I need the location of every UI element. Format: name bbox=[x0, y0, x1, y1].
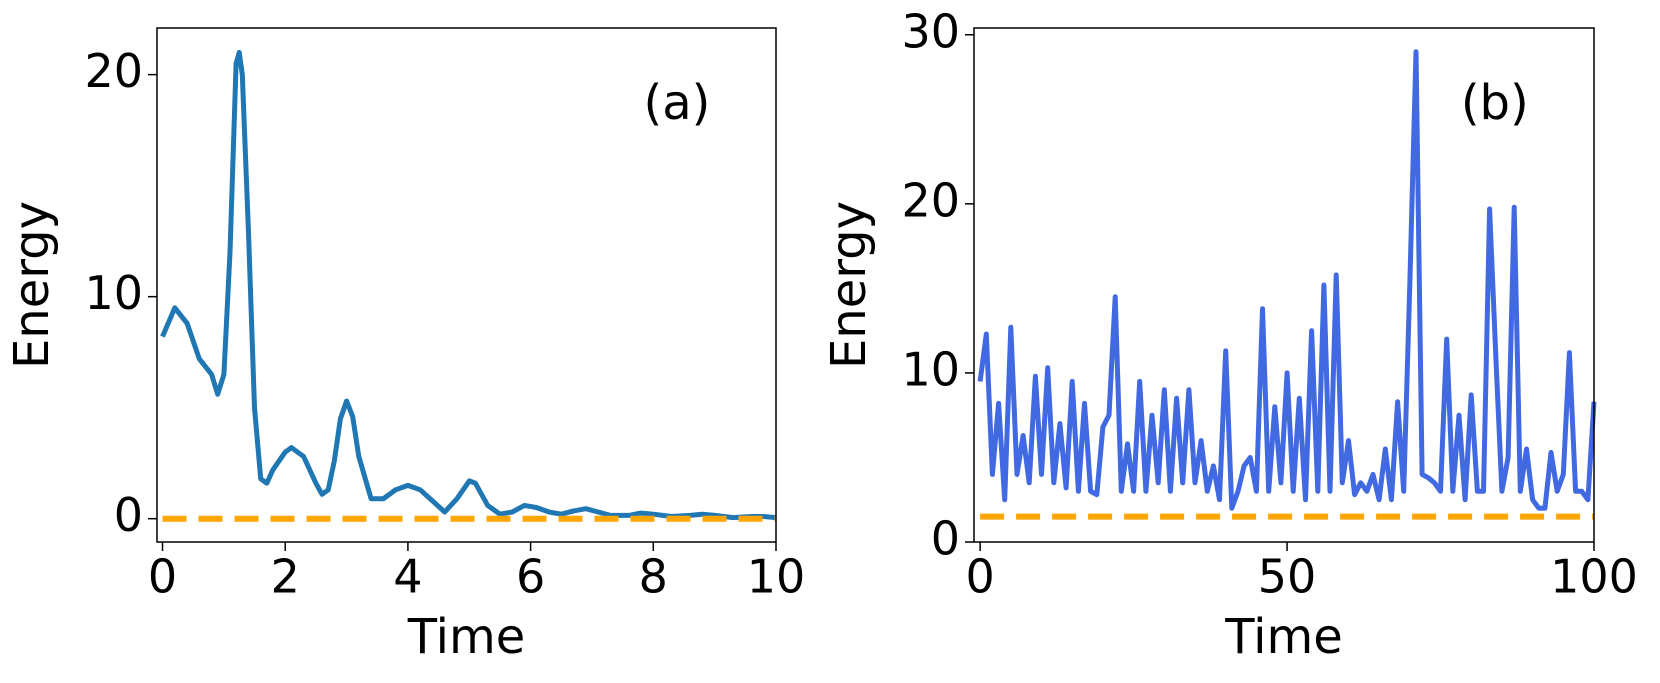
y-tick-label: 0 bbox=[931, 512, 960, 566]
x-tick-label: 100 bbox=[1550, 550, 1638, 604]
x-axis-label: Time bbox=[407, 609, 525, 665]
data-line bbox=[977, 49, 1597, 511]
y-tick-label: 10 bbox=[901, 342, 960, 396]
x-tick-label: 8 bbox=[639, 550, 668, 604]
x-tick-label: 4 bbox=[393, 550, 422, 604]
x-axis-label: Time bbox=[1224, 609, 1342, 665]
y-tick-label: 0 bbox=[114, 488, 143, 542]
panel-annotation: (a) bbox=[644, 75, 711, 131]
plot-frame bbox=[156, 27, 777, 543]
x-tick-label: 10 bbox=[747, 550, 806, 604]
x-tick-label: 50 bbox=[1258, 550, 1317, 604]
panel-annotation: (b) bbox=[1461, 75, 1529, 131]
y-axis-label: Energy bbox=[4, 201, 60, 369]
y-tick-label: 20 bbox=[84, 44, 143, 98]
y-tick-label: 30 bbox=[901, 4, 960, 58]
data-line bbox=[160, 49, 777, 521]
x-tick-label: 0 bbox=[148, 550, 177, 604]
plot-frame bbox=[973, 27, 1595, 543]
x-tick-label: 2 bbox=[271, 550, 300, 604]
y-axis-label: Energy bbox=[821, 201, 877, 369]
x-tick-label: 6 bbox=[516, 550, 545, 604]
y-tick-label: 10 bbox=[84, 266, 143, 320]
x-tick-label: 0 bbox=[965, 550, 994, 604]
y-tick-label: 20 bbox=[901, 173, 960, 227]
